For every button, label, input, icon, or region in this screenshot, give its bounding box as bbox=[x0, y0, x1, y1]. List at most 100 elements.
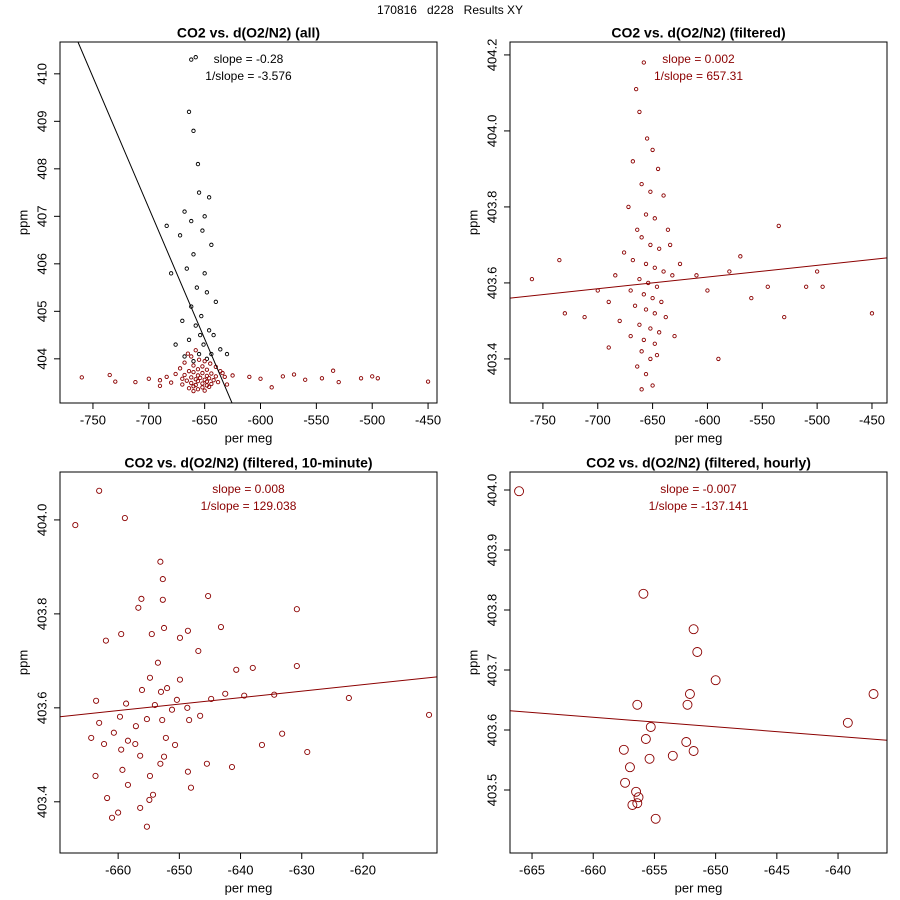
point bbox=[123, 700, 130, 707]
point bbox=[630, 257, 636, 263]
annotation: 1/slope = -3.576 bbox=[205, 69, 292, 83]
x-tick-label: -450 bbox=[859, 412, 885, 427]
point bbox=[632, 798, 643, 809]
points bbox=[510, 486, 887, 824]
point bbox=[202, 214, 207, 219]
point bbox=[189, 354, 194, 359]
point bbox=[279, 730, 286, 737]
point bbox=[639, 387, 644, 392]
point bbox=[92, 772, 99, 780]
point bbox=[187, 784, 195, 791]
x-tick-label: -665 bbox=[519, 862, 545, 877]
point bbox=[230, 373, 235, 378]
point bbox=[217, 623, 225, 631]
plot-frame bbox=[509, 41, 888, 404]
point bbox=[644, 753, 655, 764]
point bbox=[184, 768, 191, 775]
point bbox=[168, 271, 174, 276]
annotation: 1/slope = 657.31 bbox=[654, 69, 743, 83]
point bbox=[233, 666, 240, 673]
point bbox=[648, 242, 653, 248]
point bbox=[650, 383, 655, 388]
point bbox=[189, 375, 194, 380]
point bbox=[628, 333, 633, 339]
y-axis-label: ppm bbox=[15, 650, 30, 675]
x-axis-label: per meg bbox=[225, 430, 273, 445]
point bbox=[208, 695, 215, 702]
y-tick-label: 405 bbox=[34, 300, 49, 322]
point bbox=[173, 342, 178, 347]
x-tick-label: -700 bbox=[585, 412, 611, 427]
panel: CO2 vs. d(O2/N2) (filtered, hourly) slope… bbox=[465, 455, 888, 895]
point bbox=[162, 734, 169, 741]
point bbox=[186, 369, 192, 374]
point bbox=[632, 699, 643, 710]
point bbox=[180, 376, 185, 381]
point bbox=[185, 351, 191, 356]
point bbox=[205, 592, 212, 600]
point bbox=[303, 377, 308, 382]
y-tick-label: 403.8 bbox=[484, 594, 499, 627]
point bbox=[637, 276, 642, 282]
trend-line bbox=[510, 710, 887, 741]
point bbox=[665, 227, 671, 232]
point bbox=[118, 631, 125, 638]
point bbox=[157, 378, 163, 383]
point bbox=[659, 299, 664, 305]
panel: CO2 vs. d(O2/N2) (filtered) slope = 0.002… bbox=[465, 25, 888, 445]
point bbox=[633, 86, 639, 92]
point bbox=[96, 719, 103, 726]
annotation: slope = -0.007 bbox=[660, 482, 737, 496]
point bbox=[202, 271, 207, 276]
point bbox=[196, 351, 202, 357]
point bbox=[168, 706, 176, 713]
point bbox=[203, 760, 210, 767]
point bbox=[96, 487, 103, 494]
points bbox=[77, 42, 431, 403]
point bbox=[157, 688, 165, 695]
point bbox=[215, 379, 221, 385]
x-tick-label: -640 bbox=[825, 862, 851, 877]
point bbox=[280, 374, 285, 379]
point bbox=[172, 741, 179, 748]
point bbox=[132, 740, 139, 748]
point bbox=[186, 386, 192, 391]
point bbox=[661, 193, 666, 198]
point bbox=[149, 791, 157, 798]
point bbox=[652, 216, 657, 221]
point bbox=[868, 689, 879, 699]
point bbox=[115, 809, 122, 816]
x-tick-label: -650 bbox=[640, 412, 666, 427]
point bbox=[738, 254, 743, 259]
point bbox=[582, 314, 587, 320]
point bbox=[176, 634, 184, 641]
point bbox=[222, 690, 229, 697]
point bbox=[104, 794, 111, 802]
point bbox=[814, 269, 820, 274]
panel-title: CO2 vs. d(O2/N2) (filtered, 10-minute) bbox=[124, 455, 372, 471]
point bbox=[620, 777, 631, 788]
point bbox=[101, 740, 108, 748]
point bbox=[191, 388, 196, 394]
point bbox=[164, 374, 169, 380]
point bbox=[195, 367, 201, 372]
point bbox=[228, 763, 236, 771]
point bbox=[628, 288, 633, 293]
point bbox=[661, 269, 666, 274]
plot-frame bbox=[59, 41, 438, 404]
point bbox=[197, 712, 204, 719]
point bbox=[632, 303, 638, 308]
y-tick-label: 403.7 bbox=[484, 654, 499, 687]
point bbox=[196, 190, 202, 195]
point bbox=[191, 363, 196, 368]
point bbox=[200, 385, 205, 390]
x-tick-label: -550 bbox=[303, 412, 329, 427]
point bbox=[293, 662, 300, 670]
point bbox=[176, 676, 184, 683]
point bbox=[606, 345, 611, 350]
point bbox=[159, 596, 166, 603]
point bbox=[641, 292, 646, 297]
y-tick-label: 409 bbox=[34, 110, 49, 132]
point bbox=[650, 147, 655, 153]
point bbox=[613, 273, 618, 278]
